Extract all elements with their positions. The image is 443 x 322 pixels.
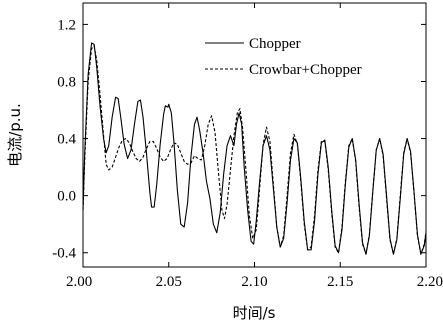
series-line-crowbar-chopper	[83, 45, 426, 255]
x-axis: 2.00 2.05 2.10 2.15 2.20	[66, 3, 443, 290]
y-tick-label: 0.0	[57, 189, 76, 205]
y-tick-label: 0.4	[57, 132, 76, 148]
x-tick-label: 2.10	[241, 274, 267, 290]
y-axis-title: 电流/p.u.	[6, 103, 24, 167]
x-axis-title: 时间/s	[233, 304, 276, 322]
legend-label-chopper: Chopper	[249, 36, 301, 52]
x-tick-label: 2.05	[156, 274, 182, 290]
x-tick-label: 2.15	[327, 274, 353, 290]
y-tick-label: 0.8	[57, 74, 76, 90]
x-tick-label: 2.00	[66, 274, 92, 290]
legend-label-crowbar-chopper: Crowbar+Chopper	[249, 62, 362, 78]
legend: Chopper Crowbar+Chopper	[205, 36, 362, 78]
series-layer	[83, 42, 426, 255]
y-tick-label: -0.4	[52, 246, 76, 262]
y-tick-label: 1.2	[57, 17, 76, 33]
x-tick-label: 2.20	[417, 274, 443, 290]
